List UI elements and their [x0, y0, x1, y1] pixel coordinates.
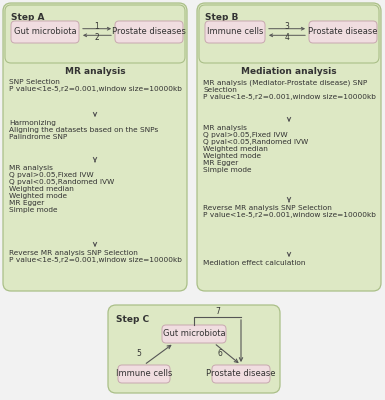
- FancyBboxPatch shape: [11, 21, 79, 43]
- Text: Immune cells: Immune cells: [207, 28, 263, 36]
- Text: 6: 6: [217, 350, 222, 358]
- Text: Immune cells: Immune cells: [116, 370, 172, 378]
- Text: SNP Selection
P value<1e-5,r2=0.001,window size=10000kb: SNP Selection P value<1e-5,r2=0.001,wind…: [9, 79, 182, 92]
- Text: MR analysis (Mediator-Prostate disease) SNP
Selection
P value<1e-5,r2=0.001,wind: MR analysis (Mediator-Prostate disease) …: [203, 79, 376, 100]
- FancyBboxPatch shape: [197, 3, 381, 291]
- Text: 4: 4: [285, 33, 290, 42]
- FancyBboxPatch shape: [199, 5, 379, 63]
- Text: MR analysis: MR analysis: [65, 67, 125, 76]
- Text: 5: 5: [136, 350, 141, 358]
- FancyBboxPatch shape: [205, 21, 265, 43]
- Text: 1: 1: [95, 22, 99, 31]
- Text: MR analysis
Q pval>0.05,Fixed IVW
Q pval<0.05,Randomed IVW
Weighted median
Weigh: MR analysis Q pval>0.05,Fixed IVW Q pval…: [203, 125, 308, 173]
- FancyBboxPatch shape: [212, 365, 270, 383]
- FancyBboxPatch shape: [5, 5, 185, 63]
- Text: Prostate disease: Prostate disease: [308, 28, 378, 36]
- FancyBboxPatch shape: [3, 3, 187, 291]
- FancyBboxPatch shape: [115, 21, 183, 43]
- Text: Prostate diseases: Prostate diseases: [112, 28, 186, 36]
- FancyBboxPatch shape: [309, 21, 377, 43]
- Text: 7: 7: [215, 306, 220, 316]
- Text: Gut microbiota: Gut microbiota: [14, 28, 76, 36]
- Text: Reverse MR analysis SNP Selection
P value<1e-5,r2=0.001,window size=10000kb: Reverse MR analysis SNP Selection P valu…: [203, 205, 376, 218]
- Text: Harmonizing
Aligning the datasets based on the SNPs
Palindrome SNP: Harmonizing Aligning the datasets based …: [9, 120, 158, 140]
- Text: Gut microbiota: Gut microbiota: [163, 330, 225, 338]
- FancyBboxPatch shape: [118, 365, 170, 383]
- FancyBboxPatch shape: [162, 325, 226, 343]
- Text: Step B: Step B: [205, 13, 238, 22]
- Text: Mediation effect calculation: Mediation effect calculation: [203, 260, 306, 266]
- Text: MR analysis
Q pval>0.05,Fixed IVW
Q pval<0.05,Randomed IVW
Weighted median
Weigh: MR analysis Q pval>0.05,Fixed IVW Q pval…: [9, 165, 114, 213]
- Text: Reverse MR analysis SNP Selection
P value<1e-5,r2=0.001,window size=10000kb: Reverse MR analysis SNP Selection P valu…: [9, 250, 182, 263]
- Text: Step C: Step C: [116, 315, 149, 324]
- FancyBboxPatch shape: [108, 305, 280, 393]
- Text: Prostate disease: Prostate disease: [206, 370, 276, 378]
- Text: Step A: Step A: [11, 13, 45, 22]
- Text: 2: 2: [95, 33, 99, 42]
- Text: Mediation analysis: Mediation analysis: [241, 67, 337, 76]
- Text: 3: 3: [285, 22, 290, 31]
